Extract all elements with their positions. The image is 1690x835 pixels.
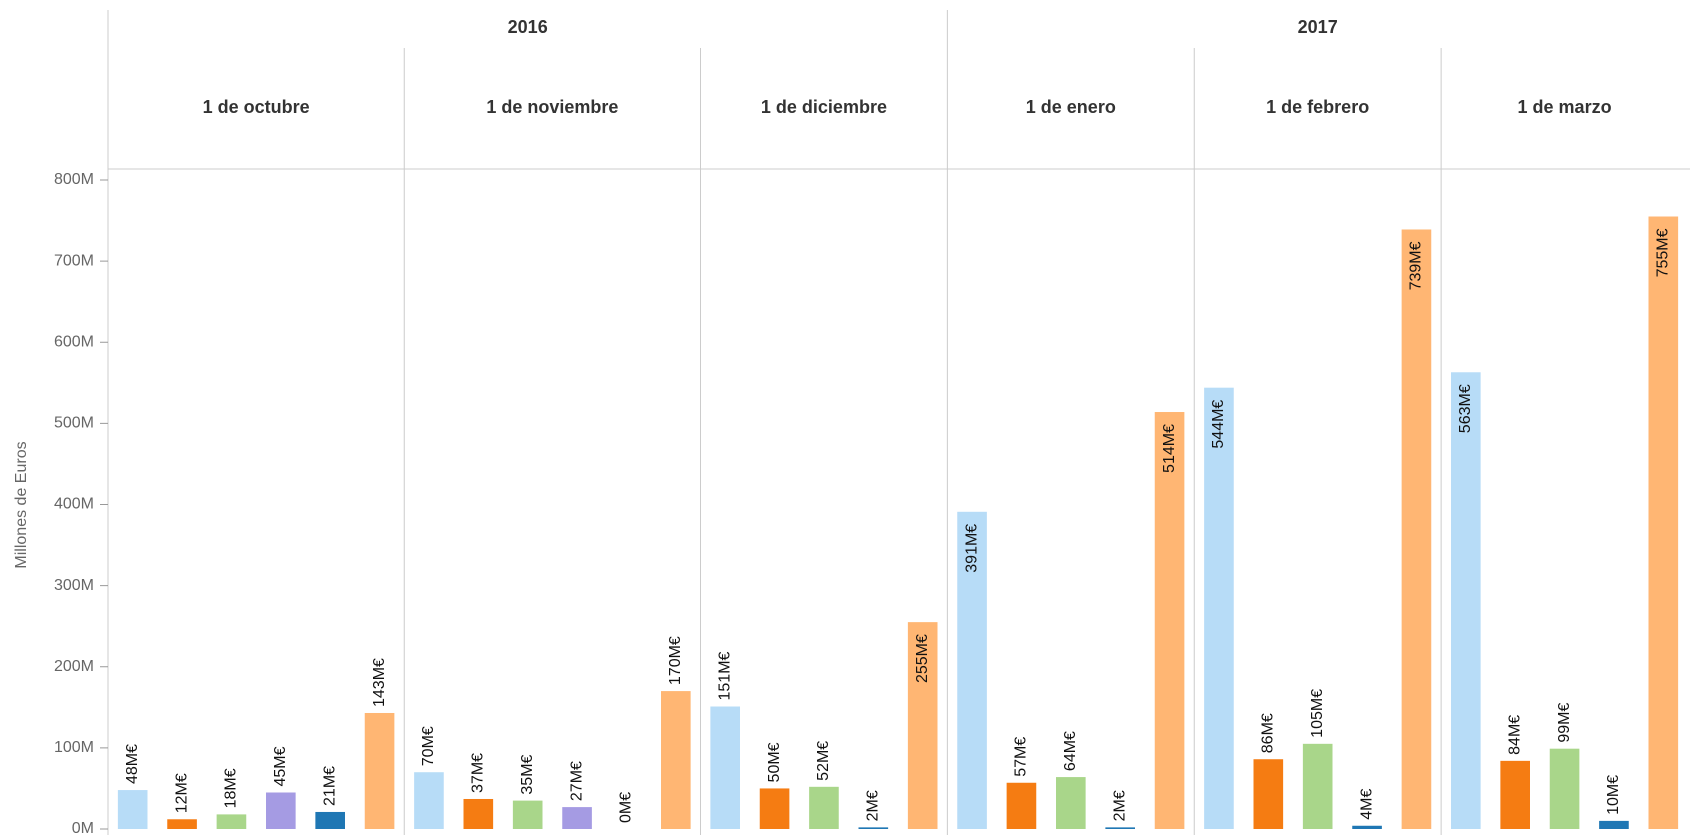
data-label: 57M€ (1013, 737, 1030, 777)
month-label: 1 de enero (1026, 97, 1116, 117)
bar (759, 788, 790, 829)
bar (1105, 827, 1135, 829)
y-tick-label: 800M (54, 171, 94, 188)
bar (661, 691, 691, 829)
bar (1451, 372, 1481, 829)
bar (1154, 412, 1185, 829)
data-label: 18M€ (223, 768, 240, 808)
data-label: 48M€ (124, 744, 141, 784)
bar (1352, 825, 1382, 829)
year-label: 2016 (508, 17, 548, 37)
bar (957, 511, 987, 829)
bar (1648, 216, 1679, 830)
bar (216, 814, 247, 829)
y-tick-label: 700M (54, 252, 94, 269)
month-label: 1 de diciembre (761, 97, 887, 117)
y-tick-label: 300M (54, 577, 94, 594)
bar (1204, 387, 1234, 829)
data-label: 143M€ (371, 658, 388, 707)
data-label: 391M€ (963, 524, 980, 573)
data-label: 563M€ (1457, 384, 1474, 433)
month-label: 1 de marzo (1518, 97, 1612, 117)
data-label: 86M€ (1260, 713, 1277, 753)
bar (710, 706, 740, 829)
y-tick-label: 400M (54, 496, 94, 513)
data-label: 739M€ (1408, 241, 1425, 290)
data-label: 12M€ (173, 773, 190, 813)
bar (512, 800, 543, 829)
bar (1599, 820, 1629, 829)
month-label: 1 de noviembre (486, 97, 618, 117)
bar (266, 792, 296, 829)
data-label: 10M€ (1605, 775, 1622, 815)
data-label: 4M€ (1358, 789, 1375, 820)
y-axis-label: Millones de Euros (13, 441, 30, 568)
bar (117, 790, 148, 829)
data-label: 170M€ (667, 636, 684, 685)
bar (1056, 777, 1086, 829)
bar (414, 772, 444, 829)
data-label: 0M€ (618, 792, 635, 823)
month-label: 1 de octubre (203, 97, 310, 117)
data-label: 514M€ (1161, 424, 1178, 473)
bar (809, 786, 839, 829)
data-label: 64M€ (1062, 731, 1079, 771)
data-label: 755M€ (1655, 228, 1672, 277)
month-label: 1 de febrero (1266, 97, 1369, 117)
data-label: 35M€ (519, 754, 536, 794)
data-label: 544M€ (1210, 400, 1227, 449)
data-label: 27M€ (568, 761, 585, 801)
data-label: 45M€ (272, 746, 289, 786)
data-label: 50M€ (766, 742, 783, 782)
data-label: 37M€ (470, 753, 487, 793)
bar (1253, 759, 1284, 829)
bar (1500, 760, 1530, 829)
data-label: 151M€ (716, 651, 733, 700)
data-label: 84M€ (1506, 715, 1523, 755)
y-tick-label: 100M (54, 739, 94, 756)
year-label: 2017 (1298, 17, 1338, 37)
data-label: 99M€ (1556, 703, 1573, 743)
bar (1549, 748, 1580, 829)
y-tick-label: 0M (72, 820, 94, 835)
bar (1006, 782, 1037, 829)
y-tick-label: 600M (54, 333, 94, 350)
bar (562, 807, 592, 829)
data-label: 70M€ (420, 726, 437, 766)
data-label: 21M€ (321, 766, 338, 806)
data-label: 255M€ (914, 634, 931, 683)
bar (1401, 229, 1432, 829)
bar (167, 819, 197, 829)
y-tick-label: 200M (54, 658, 94, 675)
bar (907, 622, 938, 829)
data-label: 2M€ (865, 790, 882, 821)
data-label: 52M€ (815, 741, 832, 781)
bar (463, 798, 494, 829)
bar (1302, 743, 1333, 829)
bar (315, 811, 345, 829)
bar (364, 712, 395, 829)
data-label: 105M€ (1309, 689, 1326, 738)
data-label: 2M€ (1111, 790, 1128, 821)
y-tick-label: 500M (54, 415, 94, 432)
bar (858, 827, 889, 829)
